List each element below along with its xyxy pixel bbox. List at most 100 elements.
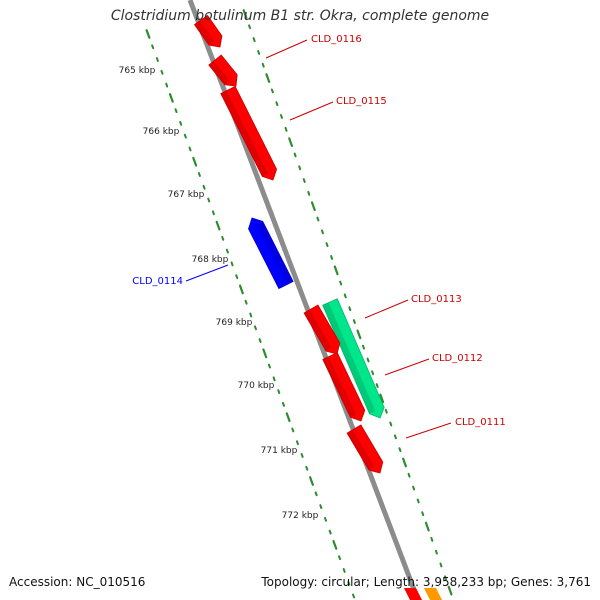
inner-tick: [272, 376, 276, 382]
outer-tick: [293, 152, 297, 158]
callout-line: [364, 299, 409, 319]
outer-tick: [439, 562, 443, 568]
inner-tick: [332, 540, 338, 550]
inner-tick: [183, 133, 187, 139]
kbp-label: 768 kbp: [192, 255, 229, 265]
inner-tick: [352, 593, 356, 599]
inner-tick: [238, 284, 244, 295]
outer-tick: [339, 280, 343, 286]
inner-tick: [309, 476, 314, 486]
outer-tick: [416, 498, 420, 504]
outer-tick: [284, 126, 288, 132]
outer-tick: [275, 101, 279, 107]
gene-track: [193, 14, 442, 600]
outer-tick: [384, 408, 388, 414]
inner-tick: [165, 82, 169, 88]
outer-tick: [307, 190, 311, 196]
outer-tick: [248, 24, 252, 30]
outer-tick: [379, 393, 385, 404]
gene-label: CLD_0115: [336, 96, 387, 107]
inner-tick: [267, 363, 271, 369]
inner-tick: [215, 220, 221, 231]
kbp-scale-labels: 765 kbp 766 kbp 767 kbp 768 kbp 769 kbp 770 k…: [119, 66, 319, 521]
topology-summary: Topology: circular; Length: 3,958,233 bp…: [261, 575, 591, 589]
inner-tick: [207, 197, 211, 203]
inner-tick: [277, 389, 281, 395]
inner-tick: [249, 312, 253, 318]
edge-gene-arrow: [404, 588, 422, 600]
kbp-label: 769 kbp: [216, 318, 253, 328]
callout-line: [265, 39, 308, 59]
inner-tick: [295, 440, 299, 446]
outer-tick: [412, 485, 416, 491]
gene-cld_0113-shade: [322, 302, 376, 414]
outer-tick: [361, 344, 365, 350]
kbp-label: 771 kbp: [261, 446, 298, 456]
outer-tick: [356, 329, 362, 340]
kbp-label: 765 kbp: [119, 66, 156, 76]
outer-tick: [444, 575, 448, 581]
inner-tick: [338, 555, 342, 561]
outer-tick: [298, 165, 302, 171]
inner-tick: [342, 568, 346, 573]
gene-callouts: CLD_0116 CLD_0115 CLD_0114 CLD_0113 CLD_0112…: [132, 34, 506, 439]
outer-tick: [352, 319, 356, 324]
outer-tick: [279, 114, 283, 119]
inner-tick: [253, 325, 257, 331]
inner-tick: [151, 44, 155, 50]
gene-label: CLD_0112: [432, 353, 483, 364]
outer-tick: [371, 370, 375, 376]
outer-tick: [330, 255, 334, 260]
gene-cld_0112-shade: [304, 309, 332, 352]
outer-tick: [447, 585, 453, 596]
genome-title: Clostridium botulinum B1 str. Okra, comp…: [110, 8, 490, 24]
kbp-label: 766 kbp: [143, 127, 180, 137]
outer-tick: [343, 293, 347, 299]
inner-tick: [145, 29, 151, 39]
inner-tick: [347, 580, 351, 586]
outer-tick: [434, 549, 438, 555]
outer-tick: [320, 229, 324, 235]
outer-tick: [316, 216, 320, 222]
outer-tick: [242, 9, 248, 19]
gene-label: CLD_0111: [455, 417, 506, 428]
callout-line: [384, 358, 430, 376]
inner-tick: [314, 491, 318, 497]
outer-tick: [302, 178, 306, 183]
outer-tick: [393, 434, 397, 440]
callout-line: [185, 264, 229, 282]
gene-cld_0115-shade: [208, 61, 230, 85]
outer-tick: [421, 511, 425, 517]
inner-tick: [202, 184, 206, 190]
inner-tick: [291, 427, 295, 433]
inner-tick: [221, 235, 225, 241]
outer-tick: [402, 457, 407, 468]
outer-tick: [424, 521, 430, 532]
inner-tick: [285, 412, 291, 423]
outer-tick: [325, 242, 329, 248]
outer-tick-track: [242, 9, 453, 596]
inner-tick: [244, 299, 248, 305]
inner-tick-track: [145, 29, 356, 599]
inner-tick: [192, 156, 198, 167]
inner-tick: [235, 274, 239, 280]
gene-cld_0116-shade: [194, 20, 215, 46]
inner-tick: [258, 338, 262, 343]
outer-tick: [430, 536, 434, 542]
inner-tick: [188, 146, 192, 152]
gene-cld_0112-shade: [322, 356, 357, 418]
callout-line: [405, 422, 452, 439]
inner-tick: [328, 529, 332, 535]
gene-cld_0115-arrow: [208, 54, 238, 87]
inner-tick: [174, 108, 178, 114]
gene-label: CLD_0114: [132, 276, 183, 287]
inner-tick: [225, 248, 229, 254]
outer-tick: [261, 62, 265, 68]
inner-tick: [281, 401, 285, 407]
inner-tick: [300, 453, 304, 458]
outer-tick: [348, 306, 352, 312]
callout-line: [289, 101, 334, 121]
outer-tick: [288, 137, 294, 148]
